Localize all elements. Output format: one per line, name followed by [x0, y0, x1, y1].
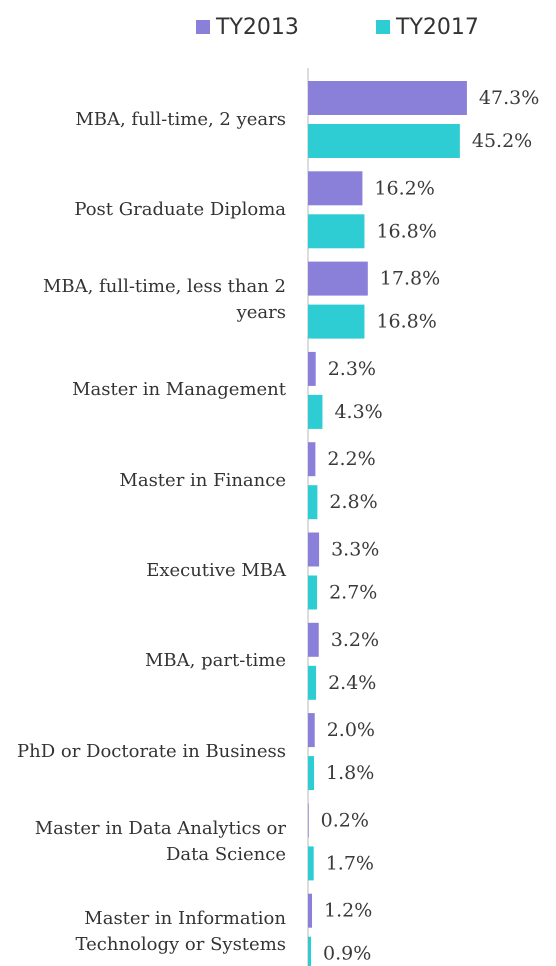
value-label: 1.8% — [326, 762, 374, 784]
bar — [308, 846, 314, 881]
bar — [308, 171, 363, 206]
value-label: 16.8% — [376, 220, 436, 242]
value-label: 16.8% — [376, 311, 436, 333]
value-label: 45.2% — [472, 130, 532, 152]
category-label: Master in Information Technology or Syst… — [75, 908, 286, 956]
value-label: 3.2% — [331, 629, 379, 651]
bar — [308, 575, 318, 610]
value-label: 17.8% — [380, 268, 440, 290]
bar — [308, 485, 318, 520]
value-label: 2.8% — [329, 491, 377, 513]
bar — [308, 442, 316, 477]
value-label: 47.3% — [479, 87, 539, 109]
bar — [308, 532, 320, 567]
category-label: Executive MBA — [146, 560, 286, 581]
legend-label: TY2017 — [395, 15, 479, 40]
value-label: 2.2% — [327, 448, 375, 470]
value-label: 2.7% — [329, 582, 377, 604]
value-label: 2.0% — [327, 719, 375, 741]
legend-swatch — [196, 20, 210, 34]
value-label: 16.2% — [374, 177, 434, 199]
bar — [308, 803, 309, 838]
bar — [308, 756, 315, 791]
category-label: Master in Data Analytics or Data Science — [34, 817, 286, 865]
legend-label: TY2013 — [215, 15, 299, 40]
bar — [308, 893, 313, 928]
bar — [308, 622, 319, 657]
category-label: Master in Management — [72, 379, 286, 401]
bar — [308, 81, 467, 115]
category-label: MBA, part-time — [145, 650, 286, 672]
bar — [308, 214, 365, 249]
category-label: MBA, full-time, 2 years — [75, 108, 286, 130]
category-label: MBA, full-time, less than 2 years — [42, 276, 286, 324]
value-label: 0.9% — [323, 943, 371, 965]
value-label: 2.3% — [328, 358, 376, 380]
value-label: 3.3% — [331, 539, 379, 561]
bar — [308, 124, 460, 158]
bar — [308, 713, 315, 748]
value-label: 1.2% — [324, 900, 372, 922]
bar — [308, 665, 317, 700]
bar — [308, 304, 365, 339]
value-label: 4.3% — [334, 401, 382, 423]
category-label: Master in Finance — [119, 469, 286, 491]
bar — [308, 936, 312, 966]
bar — [308, 394, 323, 429]
value-label: 0.2% — [321, 809, 369, 831]
legend-swatch — [376, 20, 390, 34]
category-label: PhD or Doctorate in Business — [17, 740, 286, 762]
category-label: Post Graduate Diploma — [74, 198, 286, 220]
value-label: 1.7% — [326, 852, 374, 874]
bar — [308, 261, 368, 296]
value-label: 2.4% — [328, 672, 376, 694]
bar — [308, 351, 316, 386]
